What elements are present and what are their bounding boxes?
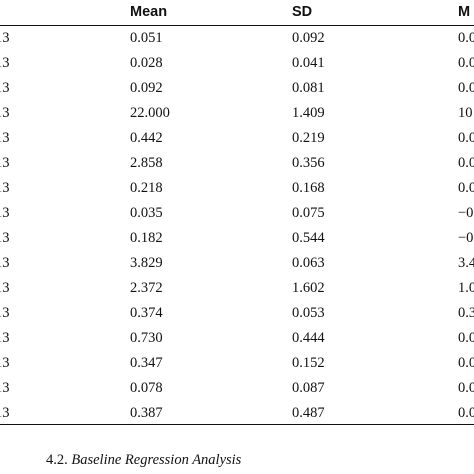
table-row: 13 3.829 0.063 3.4: [0, 251, 474, 276]
table-row: 13 0.078 0.087 0.0: [0, 376, 474, 401]
cell-n: 13: [0, 105, 10, 121]
cell-sd: 0.356: [292, 155, 325, 171]
cell-mean: 0.035: [130, 205, 163, 221]
cell-mean: 0.051: [130, 30, 163, 46]
cell-n: 13: [0, 405, 10, 421]
header-rule: [0, 25, 474, 26]
cell-min: 0.0: [458, 155, 474, 171]
cell-mean: 0.028: [130, 55, 163, 71]
cell-sd: 0.092: [292, 30, 325, 46]
table-row: 13 0.374 0.053 0.3: [0, 301, 474, 326]
cell-n: 13: [0, 305, 10, 321]
table-row: 13 0.347 0.152 0.0: [0, 351, 474, 376]
header-mean: Mean: [130, 4, 168, 20]
cell-n: 13: [0, 55, 10, 71]
cell-sd: 0.075: [292, 205, 325, 221]
cell-sd: 0.087: [292, 380, 325, 396]
cell-min: −0: [458, 205, 474, 221]
cell-sd: 0.219: [292, 130, 325, 146]
cell-mean: 0.442: [130, 130, 163, 146]
table-row: 13 0.035 0.075 −0: [0, 201, 474, 226]
cell-sd: 0.152: [292, 355, 325, 371]
table-header-row: Mean SD M: [0, 0, 474, 25]
table-row: 13 2.372 1.602 1.0: [0, 276, 474, 301]
cell-min: 10: [458, 105, 473, 121]
cell-sd: 0.081: [292, 80, 325, 96]
cell-sd: 1.602: [292, 280, 325, 296]
cell-min: −0: [458, 230, 474, 246]
cell-mean: 0.092: [130, 80, 163, 96]
bottom-rule: [0, 424, 474, 425]
table-row: 13 0.442 0.219 0.0: [0, 126, 474, 151]
table-row: 13 2.858 0.356 0.0: [0, 151, 474, 176]
cell-mean: 0.347: [130, 355, 163, 371]
cell-n: 13: [0, 80, 10, 96]
cell-sd: 0.041: [292, 55, 325, 71]
cell-mean: 0.078: [130, 380, 163, 396]
table-row: 13 0.218 0.168 0.0: [0, 176, 474, 201]
cell-min: 0.0: [458, 80, 474, 96]
cell-sd: 1.409: [292, 105, 325, 121]
table-row: 13 22.000 1.409 10: [0, 101, 474, 126]
table-row: 13 0.092 0.081 0.0: [0, 76, 474, 101]
table-row: 13 0.051 0.092 0.0: [0, 26, 474, 51]
cell-min: 3.4: [458, 255, 474, 271]
cell-min: 0.3: [458, 305, 474, 321]
cell-n: 13: [0, 30, 10, 46]
table-row: 13 0.182 0.544 −0: [0, 226, 474, 251]
header-sd: SD: [292, 4, 313, 20]
section-title: Baseline Regression Analysis: [71, 452, 242, 468]
cell-mean: 3.829: [130, 255, 163, 271]
cell-mean: 22.000: [130, 105, 170, 121]
cell-n: 13: [0, 130, 10, 146]
cell-mean: 0.730: [130, 330, 163, 346]
table-row: 13 0.028 0.041 0.0: [0, 51, 474, 76]
table-row: 13 0.387 0.487 0.0: [0, 401, 474, 426]
cell-n: 13: [0, 180, 10, 196]
cell-sd: 0.168: [292, 180, 325, 196]
cell-min: 0.0: [458, 180, 474, 196]
cell-mean: 0.182: [130, 230, 163, 246]
cell-sd: 0.544: [292, 230, 325, 246]
section-heading: 4.2. Baseline Regression Analysis: [46, 452, 241, 469]
cell-mean: 0.218: [130, 180, 163, 196]
cell-n: 13: [0, 255, 10, 271]
cell-n: 13: [0, 355, 10, 371]
cell-min: 0.0: [458, 355, 474, 371]
cell-mean: 2.858: [130, 155, 163, 171]
cell-min: 0.0: [458, 380, 474, 396]
cell-min: 0.0: [458, 30, 474, 46]
cell-mean: 0.374: [130, 305, 163, 321]
header-min: M: [458, 4, 471, 20]
cell-mean: 2.372: [130, 280, 163, 296]
section-number: 4.2.: [46, 452, 68, 468]
cell-n: 13: [0, 155, 10, 171]
cell-sd: 0.444: [292, 330, 325, 346]
cell-min: 0.0: [458, 405, 474, 421]
cell-n: 13: [0, 230, 10, 246]
cell-min: 0.0: [458, 55, 474, 71]
cell-min: 0.0: [458, 130, 474, 146]
cell-sd: 0.063: [292, 255, 325, 271]
cell-n: 13: [0, 280, 10, 296]
cell-sd: 0.487: [292, 405, 325, 421]
cell-n: 13: [0, 205, 10, 221]
cell-mean: 0.387: [130, 405, 163, 421]
cell-min: 0.0: [458, 330, 474, 346]
cell-sd: 0.053: [292, 305, 325, 321]
cell-n: 13: [0, 330, 10, 346]
table-row: 13 0.730 0.444 0.0: [0, 326, 474, 351]
cell-n: 13: [0, 380, 10, 396]
cell-min: 1.0: [458, 280, 474, 296]
